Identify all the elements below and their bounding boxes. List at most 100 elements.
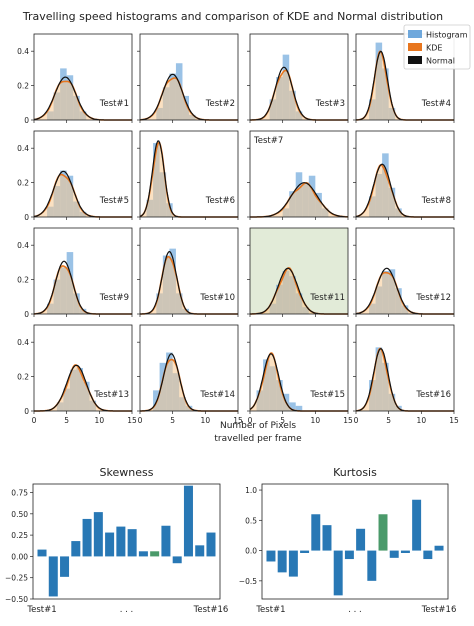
x-tick-label: 15 [449, 416, 459, 425]
chart-frame [32, 483, 221, 600]
x-tick-label: 15 [127, 416, 137, 425]
bar [116, 526, 126, 557]
y-tick-label: 0.50 [11, 510, 28, 519]
kde-fill [250, 70, 348, 120]
kde-fill [34, 265, 132, 314]
chart-frame [261, 483, 449, 600]
panel-label: Test#4 [421, 99, 451, 109]
bar [161, 525, 171, 557]
bar [300, 550, 310, 553]
bar [389, 550, 399, 558]
x-tick-label: . . . [120, 605, 134, 615]
panel-frame [33, 324, 133, 412]
x-tick-label: 0 [32, 416, 37, 425]
panel-label: Test#9 [99, 293, 129, 303]
x-tick-label: 15 [343, 416, 353, 425]
panel-label: Test#14 [199, 390, 235, 400]
bar [195, 545, 205, 557]
x-tick-label: 10 [311, 416, 321, 425]
bar [367, 550, 377, 581]
panel-Test12: Test#12 [353, 227, 455, 317]
bar [434, 545, 444, 551]
panel-label: Test#7 [253, 136, 283, 146]
legend-swatch [408, 56, 422, 64]
bar [48, 556, 58, 597]
panel-Test1: Test#1 0 0.2 0.4 [17, 33, 133, 125]
panel-frame [139, 227, 239, 315]
bar [150, 551, 160, 557]
y-tick-label: 0.5 [245, 516, 257, 525]
bar [288, 550, 298, 577]
bar [105, 532, 115, 557]
panel-label: Test#15 [309, 390, 345, 400]
kde-fill [250, 353, 348, 411]
panel-Test11: Test#11 [247, 227, 349, 317]
bar [93, 512, 103, 557]
panel-frame [139, 33, 239, 121]
chart-title: Skewness [100, 466, 154, 479]
panel-label: Test#11 [309, 293, 345, 303]
y-tick-label: 0.4 [17, 241, 29, 250]
normal-line [250, 182, 349, 218]
panel-Test4: Test#4 [353, 33, 455, 123]
y-tick-label: 0.4 [17, 47, 29, 56]
panel-Test15: Test#15 0 5 10 15 [247, 324, 353, 425]
bar [138, 551, 148, 557]
kurtosis-chart: Kurtosis −0.5 0.0 0.5 1.0 Test#1 . . . Test#16 [239, 466, 457, 615]
x-tick-label: 5 [64, 416, 69, 425]
panel-frame [139, 130, 239, 218]
panel-frame [249, 33, 349, 121]
skewness-chart: Skewness −0.50 −0.25 0.00 0.25 0.50 0.75 Test#1… [5, 466, 228, 615]
kde-fill [140, 142, 238, 217]
bar [356, 528, 366, 551]
x-axis-label-line2: travelled per frame [214, 434, 302, 444]
y-tick-label: 0.00 [11, 552, 28, 561]
panel-frame [33, 33, 133, 121]
panel-label: Test#3 [315, 99, 345, 109]
panel-Test7: Test#7 [247, 130, 349, 220]
normal-line [140, 250, 238, 315]
x-tick-label: Test#1 [255, 605, 285, 615]
panel-Test14: Test#14 0 5 10 15 [137, 324, 243, 425]
panel-Test9: Test#9 0 0.2 0.4 [17, 227, 133, 319]
x-tick-label: 10 [95, 416, 105, 425]
panel-Test6: Test#6 [137, 130, 239, 220]
legend-swatch [408, 30, 422, 38]
legend: Histogram KDE Normal [403, 24, 471, 70]
panel-frame [355, 130, 455, 218]
panel-label: Test#10 [199, 293, 235, 303]
y-tick-label: 0.25 [11, 531, 28, 540]
x-tick-label: 5 [280, 416, 285, 425]
bar [322, 525, 332, 551]
kde-fill [250, 182, 348, 217]
kde-fill [250, 267, 348, 314]
x-tick-label: 15 [233, 416, 243, 425]
x-tick-label: 0 [354, 416, 359, 425]
y-tick-label: −0.25 [5, 574, 28, 583]
panel-label: Test#2 [205, 99, 235, 109]
y-tick-label: 1.0 [245, 486, 257, 495]
kde-fill [34, 81, 132, 120]
panel-Test8: Test#8 [353, 130, 455, 220]
chart-title: Kurtosis [333, 466, 377, 479]
x-tick-label: Test#16 [193, 605, 229, 615]
panel-Test3: Test#3 [247, 33, 349, 123]
bar [378, 514, 388, 551]
panel-Test13: Test#13 0 0.2 0.4 0 5 10 15 [17, 324, 137, 425]
hist-bar [289, 402, 296, 411]
y-tick-label: 0.2 [17, 179, 29, 188]
panel-label: Test#16 [415, 390, 451, 400]
bar [60, 556, 70, 577]
kde-fill [356, 272, 454, 314]
panel-Test10: Test#10 [137, 227, 239, 317]
panel-frame [355, 227, 455, 315]
bar [183, 485, 193, 557]
x-tick-label: 10 [417, 416, 427, 425]
kde-fill [356, 51, 454, 120]
panel-Test2: Test#2 [137, 33, 239, 123]
panel-label: Test#5 [99, 196, 129, 206]
y-tick-label: −0.5 [239, 577, 257, 586]
bar [172, 556, 182, 564]
